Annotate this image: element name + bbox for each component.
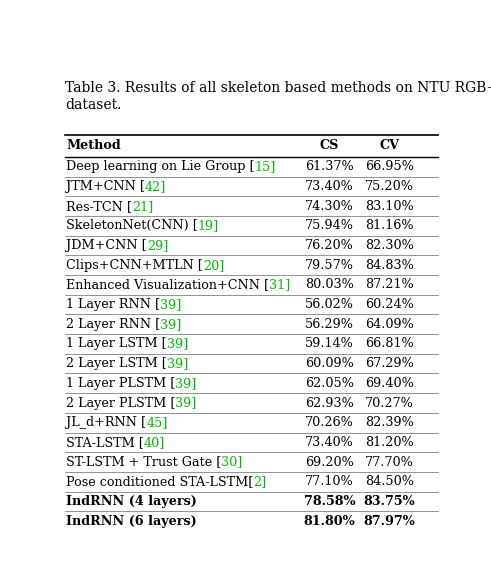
Text: 56.02%: 56.02% xyxy=(305,298,354,311)
Text: IndRNN (4 layers): IndRNN (4 layers) xyxy=(66,495,197,508)
Text: 2 Layer PLSTM [: 2 Layer PLSTM [ xyxy=(66,396,175,410)
Text: JL_d+RNN [: JL_d+RNN [ xyxy=(66,416,146,429)
Text: 67.29%: 67.29% xyxy=(365,357,414,370)
Text: STA-LSTM [: STA-LSTM [ xyxy=(66,436,144,449)
Text: 29]: 29] xyxy=(147,239,168,252)
Text: 64.09%: 64.09% xyxy=(365,318,414,331)
Text: 73.40%: 73.40% xyxy=(305,436,354,449)
Text: 81.80%: 81.80% xyxy=(304,515,355,528)
Text: 39]: 39] xyxy=(160,298,182,311)
Text: 1 Layer LSTM [: 1 Layer LSTM [ xyxy=(66,338,166,350)
Text: 31]: 31] xyxy=(269,278,290,292)
Text: 84.83%: 84.83% xyxy=(365,259,414,272)
Text: 87.97%: 87.97% xyxy=(363,515,415,528)
Text: 61.37%: 61.37% xyxy=(305,160,354,173)
Text: 30]: 30] xyxy=(221,456,243,468)
Text: 39]: 39] xyxy=(167,357,188,370)
Text: 39]: 39] xyxy=(160,318,182,331)
Text: JDM+CNN [: JDM+CNN [ xyxy=(66,239,147,252)
Text: IndRNN (6 layers): IndRNN (6 layers) xyxy=(66,515,197,528)
Text: 77.70%: 77.70% xyxy=(365,456,414,468)
Text: 15]: 15] xyxy=(254,160,276,173)
Text: CV: CV xyxy=(380,139,399,152)
Text: 81.20%: 81.20% xyxy=(365,436,414,449)
Text: 69.40%: 69.40% xyxy=(365,377,414,390)
Text: 83.10%: 83.10% xyxy=(365,200,414,213)
Text: 19]: 19] xyxy=(198,220,219,232)
Text: 2]: 2] xyxy=(253,475,267,488)
Text: 39]: 39] xyxy=(175,396,197,410)
Text: 75.20%: 75.20% xyxy=(365,180,414,193)
Text: 84.50%: 84.50% xyxy=(365,475,414,488)
Text: Deep learning on Lie Group [: Deep learning on Lie Group [ xyxy=(66,160,254,173)
Text: 82.39%: 82.39% xyxy=(365,416,414,429)
Text: 20]: 20] xyxy=(203,259,224,272)
Text: 82.30%: 82.30% xyxy=(365,239,414,252)
Text: 70.27%: 70.27% xyxy=(365,396,414,410)
Text: 66.81%: 66.81% xyxy=(365,338,414,350)
Text: 87.21%: 87.21% xyxy=(365,278,414,292)
Text: Table 3. Results of all skeleton based methods on NTU RGB+D: Table 3. Results of all skeleton based m… xyxy=(65,81,491,95)
Text: 45]: 45] xyxy=(146,416,167,429)
Text: 76.20%: 76.20% xyxy=(305,239,354,252)
Text: 39]: 39] xyxy=(175,377,197,390)
Text: Pose conditioned STA-LSTM[: Pose conditioned STA-LSTM[ xyxy=(66,475,253,488)
Text: 1 Layer PLSTM [: 1 Layer PLSTM [ xyxy=(66,377,175,390)
Text: Clips+CNN+MTLN [: Clips+CNN+MTLN [ xyxy=(66,259,203,272)
Text: 1 Layer RNN [: 1 Layer RNN [ xyxy=(66,298,160,311)
Text: 69.20%: 69.20% xyxy=(305,456,354,468)
Text: 2 Layer LSTM [: 2 Layer LSTM [ xyxy=(66,357,167,370)
Text: 78.58%: 78.58% xyxy=(304,495,355,508)
Text: 79.57%: 79.57% xyxy=(305,259,354,272)
Text: 80.03%: 80.03% xyxy=(305,278,354,292)
Text: CS: CS xyxy=(320,139,339,152)
Text: dataset.: dataset. xyxy=(65,98,122,112)
Text: 21]: 21] xyxy=(132,200,153,213)
Text: Res-TCN [: Res-TCN [ xyxy=(66,200,132,213)
Text: ST-LSTM + Trust Gate [: ST-LSTM + Trust Gate [ xyxy=(66,456,221,468)
Text: 66.95%: 66.95% xyxy=(365,160,414,173)
Text: 62.93%: 62.93% xyxy=(305,396,354,410)
Text: 42]: 42] xyxy=(145,180,166,193)
Text: 60.24%: 60.24% xyxy=(365,298,414,311)
Text: 77.10%: 77.10% xyxy=(305,475,354,488)
Text: 40]: 40] xyxy=(144,436,165,449)
Text: 59.14%: 59.14% xyxy=(305,338,354,350)
Text: 62.05%: 62.05% xyxy=(305,377,354,390)
Text: 39]: 39] xyxy=(166,338,188,350)
Text: 74.30%: 74.30% xyxy=(305,200,354,213)
Text: 56.29%: 56.29% xyxy=(305,318,354,331)
Text: 2 Layer RNN [: 2 Layer RNN [ xyxy=(66,318,160,331)
Text: Method: Method xyxy=(66,139,121,152)
Text: Enhanced Visualization+CNN [: Enhanced Visualization+CNN [ xyxy=(66,278,269,292)
Text: SkeletonNet(CNN) [: SkeletonNet(CNN) [ xyxy=(66,220,198,232)
Text: 70.26%: 70.26% xyxy=(305,416,354,429)
Text: 81.16%: 81.16% xyxy=(365,220,414,232)
Text: 60.09%: 60.09% xyxy=(305,357,354,370)
Text: 83.75%: 83.75% xyxy=(363,495,415,508)
Text: JTM+CNN [: JTM+CNN [ xyxy=(66,180,145,193)
Text: 73.40%: 73.40% xyxy=(305,180,354,193)
Text: 75.94%: 75.94% xyxy=(305,220,354,232)
